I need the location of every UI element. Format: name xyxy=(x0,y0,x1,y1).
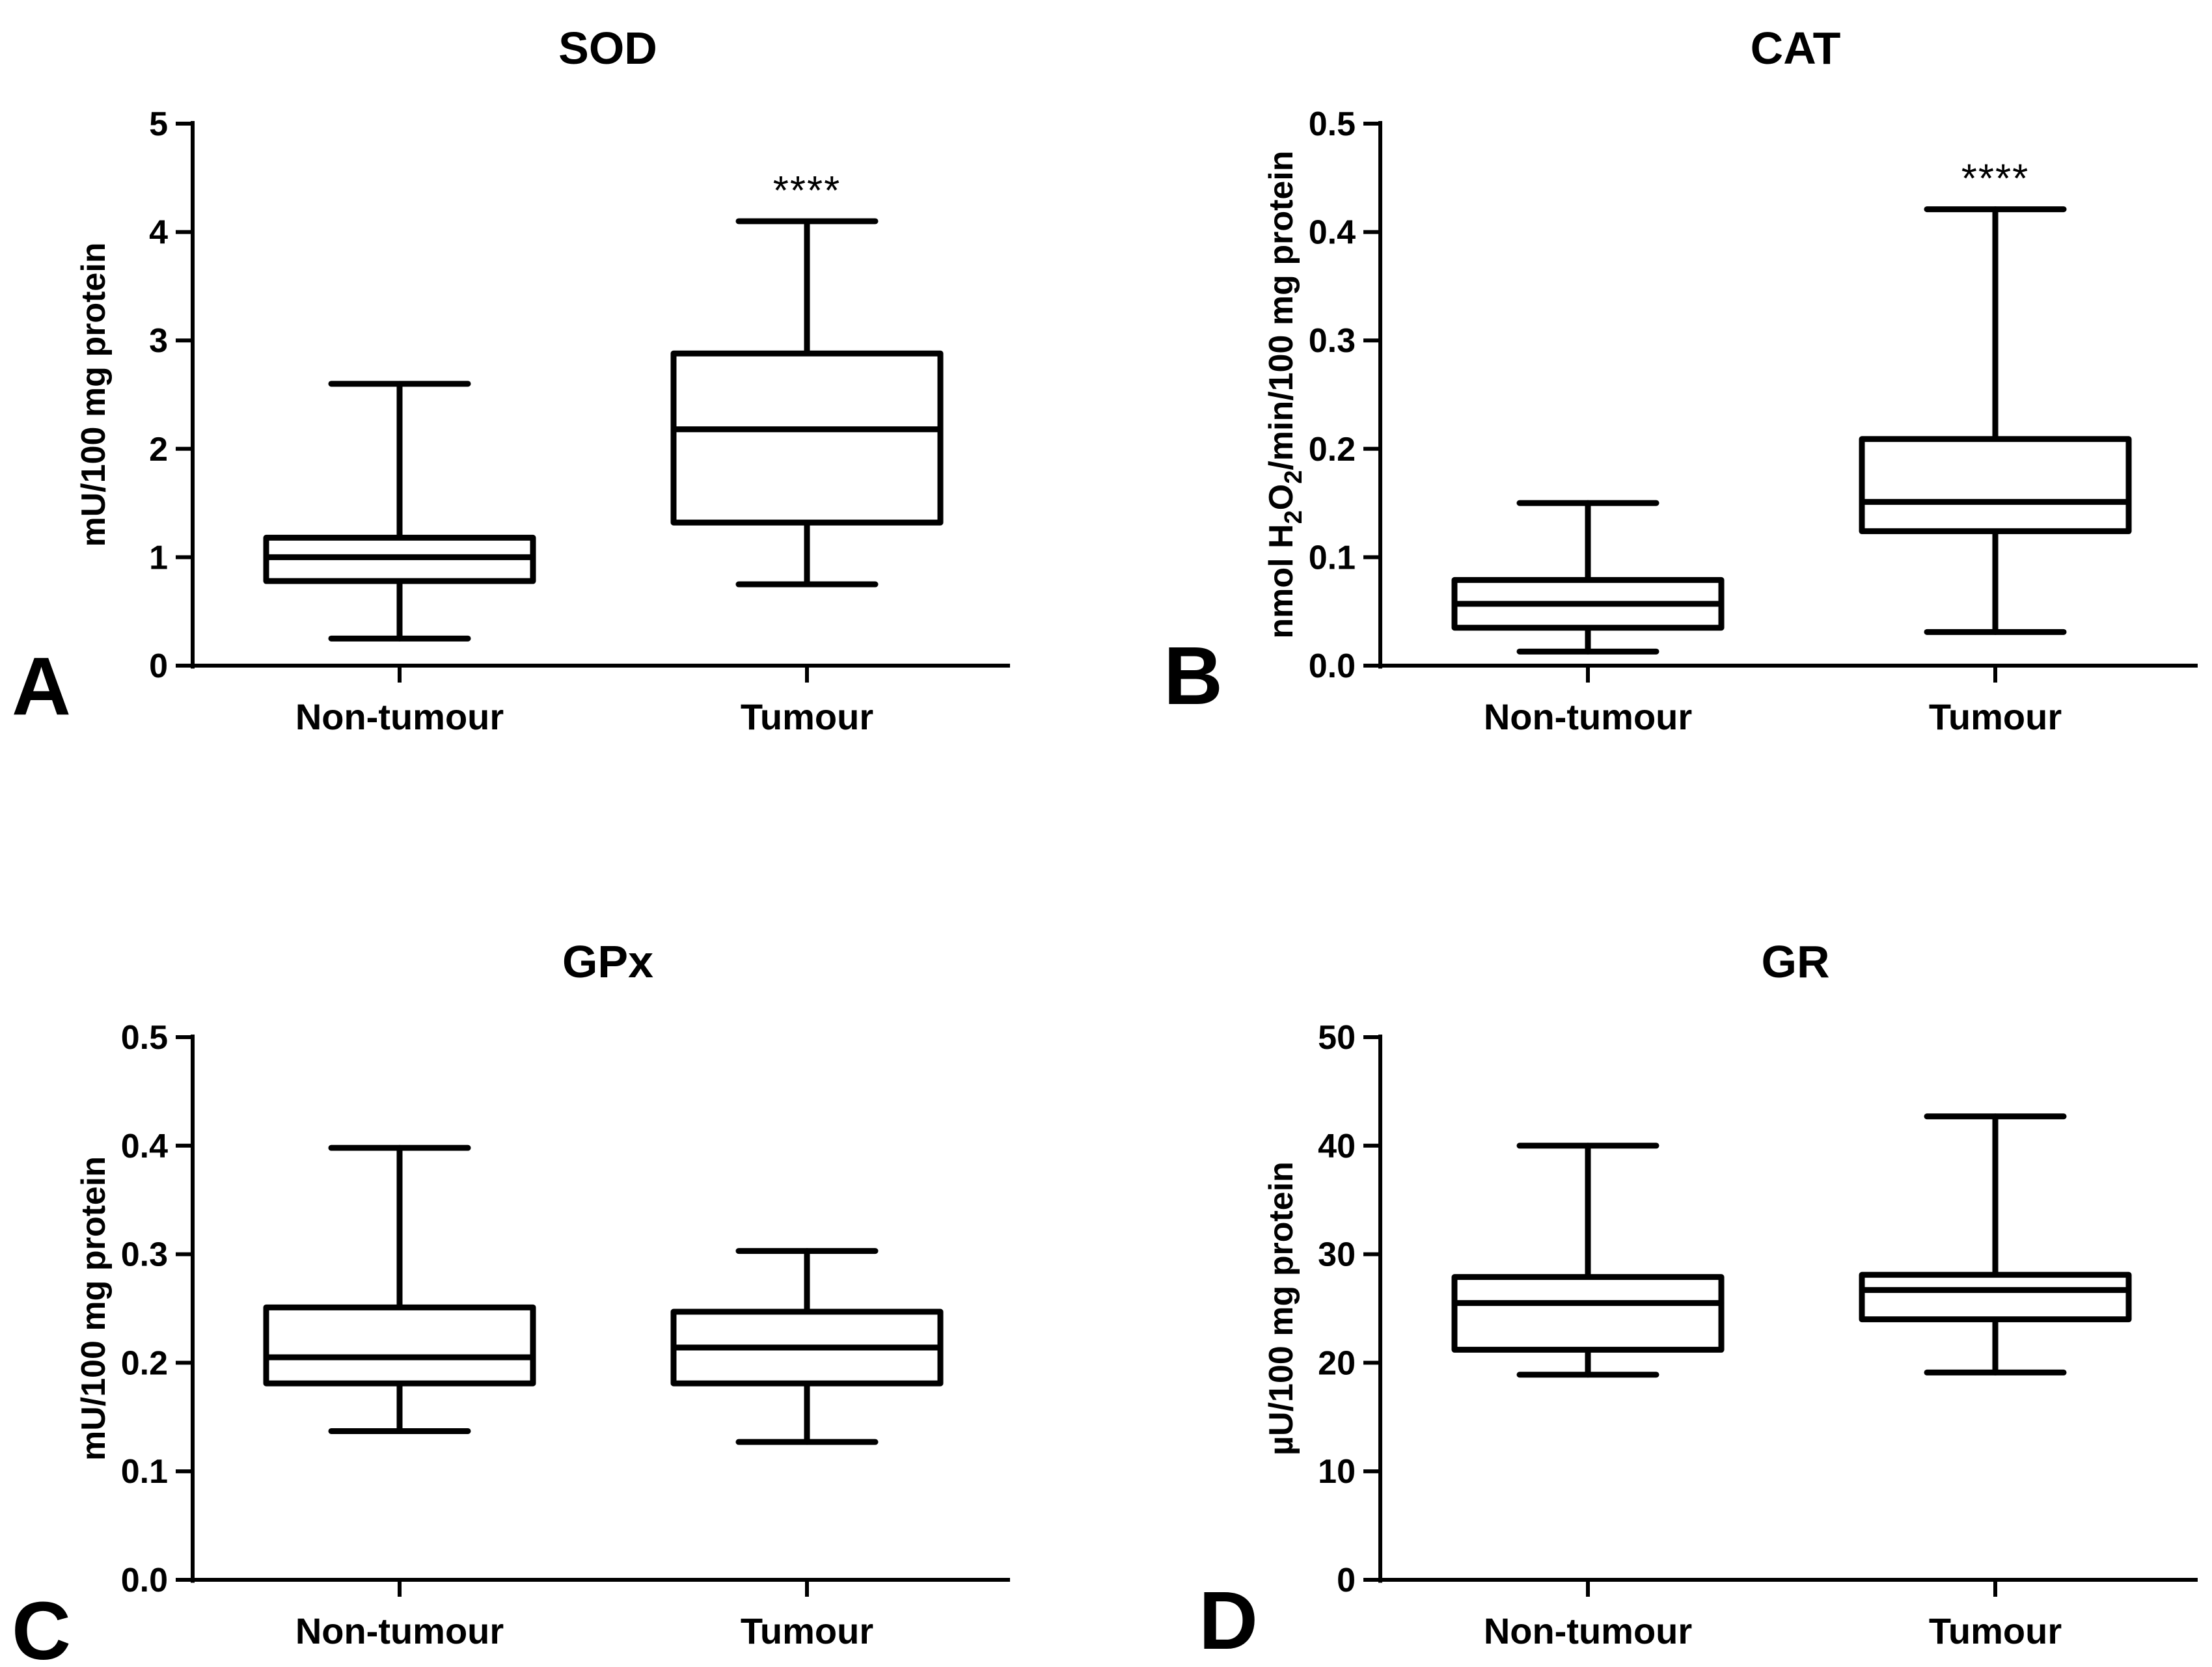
box-plot-tumour xyxy=(1859,1113,2132,1376)
x-tick-label: Non-tumour xyxy=(1484,1610,1692,1651)
y-tick-label: 2 xyxy=(149,431,168,468)
x-tick-label: Tumour xyxy=(741,1610,873,1651)
y-tick-label: 0.1 xyxy=(1309,539,1356,576)
y-axis-title: µU/100 mg protein xyxy=(1263,1161,1300,1456)
box-plot-tumour xyxy=(1859,206,2132,635)
x-tick-label: Tumour xyxy=(1929,696,2062,737)
panel-title: GR xyxy=(1762,936,1830,987)
y-tick-label: 3 xyxy=(149,322,168,360)
panel-title: SOD xyxy=(558,23,657,74)
y-axis-title-part: O xyxy=(1263,484,1300,510)
y-tick-label: 5 xyxy=(149,105,168,143)
box-plot-tumour xyxy=(670,218,944,588)
y-tick-label: 0 xyxy=(1337,1562,1356,1599)
panel-title: CAT xyxy=(1751,23,1841,74)
y-axis-title-subscript: 2 xyxy=(1280,510,1307,524)
box-plot-non-tumour xyxy=(263,1145,536,1434)
interquartile-box xyxy=(263,1304,536,1387)
y-axis-title: mU/100 mg protein xyxy=(75,242,113,547)
y-tick-label: 0.5 xyxy=(1309,105,1356,143)
y-tick-label: 40 xyxy=(1318,1128,1356,1165)
x-tick-label: Tumour xyxy=(1929,1610,2062,1651)
interquartile-box xyxy=(1859,1271,2132,1323)
x-tick-label: Non-tumour xyxy=(1484,696,1692,737)
y-tick-label: 30 xyxy=(1318,1236,1356,1274)
significance-marker: **** xyxy=(1961,157,2030,202)
panel-letter: C xyxy=(12,1585,71,1667)
box-plot-non-tumour xyxy=(1451,500,1725,655)
box-plot-non-tumour xyxy=(263,381,536,642)
y-tick-label: 0.2 xyxy=(121,1344,168,1382)
y-tick-label: 0.1 xyxy=(121,1453,168,1491)
y-axis-title: nmol H2O2/min/100 mg protein xyxy=(1263,150,1307,638)
panel-c: GPx C 0.0 0.1 0.2 0.3 0.4 0.5 mU/100 mg protein N… xyxy=(12,936,1010,1667)
y-tick-label: 50 xyxy=(1318,1019,1356,1057)
y-tick-label: 20 xyxy=(1318,1344,1356,1382)
y-tick-label: 0 xyxy=(149,647,168,685)
y-axis-title: mU/100 mg protein xyxy=(75,1156,113,1461)
box-plot-tumour xyxy=(670,1248,944,1445)
panel-a: SOD A 0 1 2 3 4 5 mU/100 mg protein Non-tumour Tum… xyxy=(12,23,1010,737)
y-tick-label: 1 xyxy=(149,539,168,576)
interquartile-box xyxy=(1859,436,2132,534)
x-tick-label: Non-tumour xyxy=(295,1610,504,1651)
panel-d: GR D 0 10 20 30 40 50 µU/100 mg protein Non-tumou… xyxy=(1199,936,2198,1666)
y-tick-label: 4 xyxy=(149,214,168,252)
y-axis-title-subscript: 2 xyxy=(1280,470,1307,484)
y-tick-label: 0.4 xyxy=(1309,214,1356,252)
panel-letter: B xyxy=(1164,630,1223,722)
panel-title: GPx xyxy=(562,936,653,987)
panel-letter: D xyxy=(1199,1575,1258,1666)
y-tick-label: 0.5 xyxy=(121,1019,168,1057)
interquartile-box xyxy=(1451,1274,1725,1353)
y-tick-label: 0.0 xyxy=(1309,647,1356,685)
y-tick-label: 0.3 xyxy=(121,1236,168,1274)
y-tick-label: 0.2 xyxy=(1309,431,1356,468)
y-axis-title-part: nmol H xyxy=(1263,524,1300,638)
box-plot-non-tumour xyxy=(1451,1143,1725,1378)
y-tick-label: 0.0 xyxy=(121,1562,168,1599)
panel-letter: A xyxy=(12,640,71,732)
y-tick-label: 0.4 xyxy=(121,1128,168,1165)
x-tick-label: Tumour xyxy=(741,696,873,737)
y-tick-label: 0.3 xyxy=(1309,322,1356,360)
x-tick-label: Non-tumour xyxy=(295,696,504,737)
y-tick-label: 10 xyxy=(1318,1453,1356,1491)
interquartile-box xyxy=(670,350,944,526)
significance-marker: **** xyxy=(773,169,841,213)
y-axis-title-part: /min/100 mg protein xyxy=(1263,150,1300,470)
